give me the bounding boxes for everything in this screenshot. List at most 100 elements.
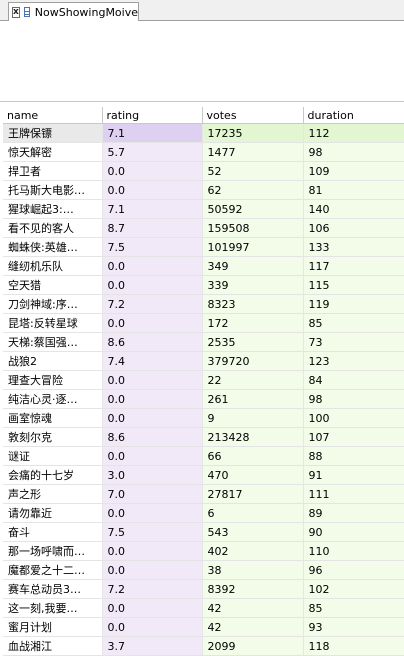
- cell-name[interactable]: 这一刻,我要…: [3, 598, 103, 618]
- cell-votes[interactable]: 2099: [202, 636, 304, 656]
- cell-name[interactable]: 昆塔:反转星球: [3, 313, 103, 333]
- cell-votes[interactable]: 38: [202, 560, 304, 580]
- cell-votes[interactable]: 159508: [202, 218, 304, 238]
- cell-duration[interactable]: 106: [303, 218, 404, 238]
- cell-duration[interactable]: 89: [303, 503, 404, 523]
- table-row[interactable]: 战狼2 7.4 379720 123: [3, 351, 404, 371]
- cell-duration[interactable]: 88: [303, 446, 404, 466]
- cell-rating[interactable]: 0.0: [102, 598, 203, 618]
- cell-duration[interactable]: 117: [303, 256, 404, 276]
- cell-name[interactable]: 猩球崛起3:…: [3, 199, 103, 219]
- cell-duration[interactable]: 85: [303, 598, 404, 618]
- table-row[interactable]: 奋斗 7.5 543 90: [3, 522, 404, 542]
- table-row[interactable]: 谜证 0.0 66 88: [3, 446, 404, 466]
- cell-votes[interactable]: 52: [202, 161, 304, 181]
- cell-name[interactable]: 魔都爱之十二…: [3, 560, 103, 580]
- cell-rating[interactable]: 8.6: [102, 427, 203, 447]
- cell-rating[interactable]: 0.0: [102, 313, 203, 333]
- cell-rating[interactable]: 7.1: [102, 123, 203, 143]
- cell-votes[interactable]: 172: [202, 313, 304, 333]
- cell-duration[interactable]: 91: [303, 465, 404, 485]
- table-row[interactable]: 画室惊魂 0.0 9 100: [3, 408, 404, 428]
- cell-duration[interactable]: 102: [303, 579, 404, 599]
- cell-rating[interactable]: 0.0: [102, 161, 203, 181]
- cell-name[interactable]: 王牌保镖: [3, 123, 103, 143]
- cell-name[interactable]: 蜜月计划: [3, 617, 103, 637]
- cell-name[interactable]: 请勿靠近: [3, 503, 103, 523]
- cell-votes[interactable]: 2535: [202, 332, 304, 352]
- cell-duration[interactable]: 96: [303, 560, 404, 580]
- cell-votes[interactable]: 50592: [202, 199, 304, 219]
- cell-name[interactable]: 惊天解密: [3, 142, 103, 162]
- cell-duration[interactable]: 93: [303, 617, 404, 637]
- cell-votes[interactable]: 27817: [202, 484, 304, 504]
- column-header-duration[interactable]: duration: [303, 107, 404, 124]
- cell-rating[interactable]: 0.0: [102, 256, 203, 276]
- cell-name[interactable]: 看不见的客人: [3, 218, 103, 238]
- cell-rating[interactable]: 8.7: [102, 218, 203, 238]
- table-row[interactable]: 血战湘江 3.7 2099 118: [3, 636, 404, 656]
- cell-name[interactable]: 画室惊魂: [3, 408, 103, 428]
- cell-duration[interactable]: 112: [303, 123, 404, 143]
- cell-votes[interactable]: 62: [202, 180, 304, 200]
- table-row[interactable]: 蜘蛛侠:英雄… 7.5 101997 133: [3, 237, 404, 257]
- table-row[interactable]: 空天猎 0.0 339 115: [3, 275, 404, 295]
- table-row[interactable]: 蜜月计划 0.0 42 93: [3, 617, 404, 637]
- cell-duration[interactable]: 84: [303, 370, 404, 390]
- cell-name[interactable]: 托马斯大电影…: [3, 180, 103, 200]
- table-row[interactable]: 托马斯大电影… 0.0 62 81: [3, 180, 404, 200]
- table-row[interactable]: 昆塔:反转星球 0.0 172 85: [3, 313, 404, 333]
- cell-votes[interactable]: 6: [202, 503, 304, 523]
- cell-votes[interactable]: 17235: [202, 123, 304, 143]
- cell-name[interactable]: 理查大冒险: [3, 370, 103, 390]
- table-row[interactable]: 那一场呼啸而… 0.0 402 110: [3, 541, 404, 561]
- cell-name[interactable]: 敦刻尔克: [3, 427, 103, 447]
- cell-rating[interactable]: 0.0: [102, 503, 203, 523]
- cell-duration[interactable]: 110: [303, 541, 404, 561]
- table-row[interactable]: 看不见的客人 8.7 159508 106: [3, 218, 404, 238]
- cell-votes[interactable]: 261: [202, 389, 304, 409]
- cell-rating[interactable]: 3.7: [102, 636, 203, 656]
- cell-votes[interactable]: 213428: [202, 427, 304, 447]
- table-row[interactable]: 惊天解密 5.7 1477 98: [3, 142, 404, 162]
- table-row[interactable]: 王牌保镖 7.1 17235 112: [3, 123, 404, 143]
- table-row[interactable]: 赛车总动员3… 7.2 8392 102: [3, 579, 404, 599]
- cell-name[interactable]: 赛车总动员3…: [3, 579, 103, 599]
- cell-duration[interactable]: 115: [303, 275, 404, 295]
- cell-duration[interactable]: 107: [303, 427, 404, 447]
- cell-rating[interactable]: 7.2: [102, 579, 203, 599]
- cell-votes[interactable]: 8392: [202, 579, 304, 599]
- cell-votes[interactable]: 379720: [202, 351, 304, 371]
- cell-duration[interactable]: 98: [303, 389, 404, 409]
- table-row[interactable]: 声之形 7.0 27817 111: [3, 484, 404, 504]
- cell-votes[interactable]: 402: [202, 541, 304, 561]
- cell-duration[interactable]: 118: [303, 636, 404, 656]
- cell-votes[interactable]: 8323: [202, 294, 304, 314]
- table-row[interactable]: 刀剑神域:序… 7.2 8323 119: [3, 294, 404, 314]
- cell-rating[interactable]: 7.5: [102, 522, 203, 542]
- cell-name[interactable]: 天梯:蔡国强…: [3, 332, 103, 352]
- cell-rating[interactable]: 7.5: [102, 237, 203, 257]
- cell-duration[interactable]: 85: [303, 313, 404, 333]
- cell-duration[interactable]: 90: [303, 522, 404, 542]
- cell-name[interactable]: 空天猎: [3, 275, 103, 295]
- cell-votes[interactable]: 9: [202, 408, 304, 428]
- cell-duration[interactable]: 133: [303, 237, 404, 257]
- cell-rating[interactable]: 0.0: [102, 180, 203, 200]
- cell-votes[interactable]: 42: [202, 598, 304, 618]
- cell-votes[interactable]: 470: [202, 465, 304, 485]
- cell-duration[interactable]: 98: [303, 142, 404, 162]
- data-grid[interactable]: name rating votes duration 王牌保镖 7.1 17235 112 惊…: [3, 107, 404, 656]
- cell-rating[interactable]: 0.0: [102, 560, 203, 580]
- cell-duration[interactable]: 100: [303, 408, 404, 428]
- cell-duration[interactable]: 119: [303, 294, 404, 314]
- cell-name[interactable]: 那一场呼啸而…: [3, 541, 103, 561]
- cell-duration[interactable]: 111: [303, 484, 404, 504]
- column-header-votes[interactable]: votes: [202, 107, 304, 124]
- table-row[interactable]: 敦刻尔克 8.6 213428 107: [3, 427, 404, 447]
- cell-rating[interactable]: 0.0: [102, 370, 203, 390]
- close-icon[interactable]: x: [12, 6, 20, 18]
- cell-name[interactable]: 声之形: [3, 484, 103, 504]
- cell-duration[interactable]: 109: [303, 161, 404, 181]
- cell-duration[interactable]: 73: [303, 332, 404, 352]
